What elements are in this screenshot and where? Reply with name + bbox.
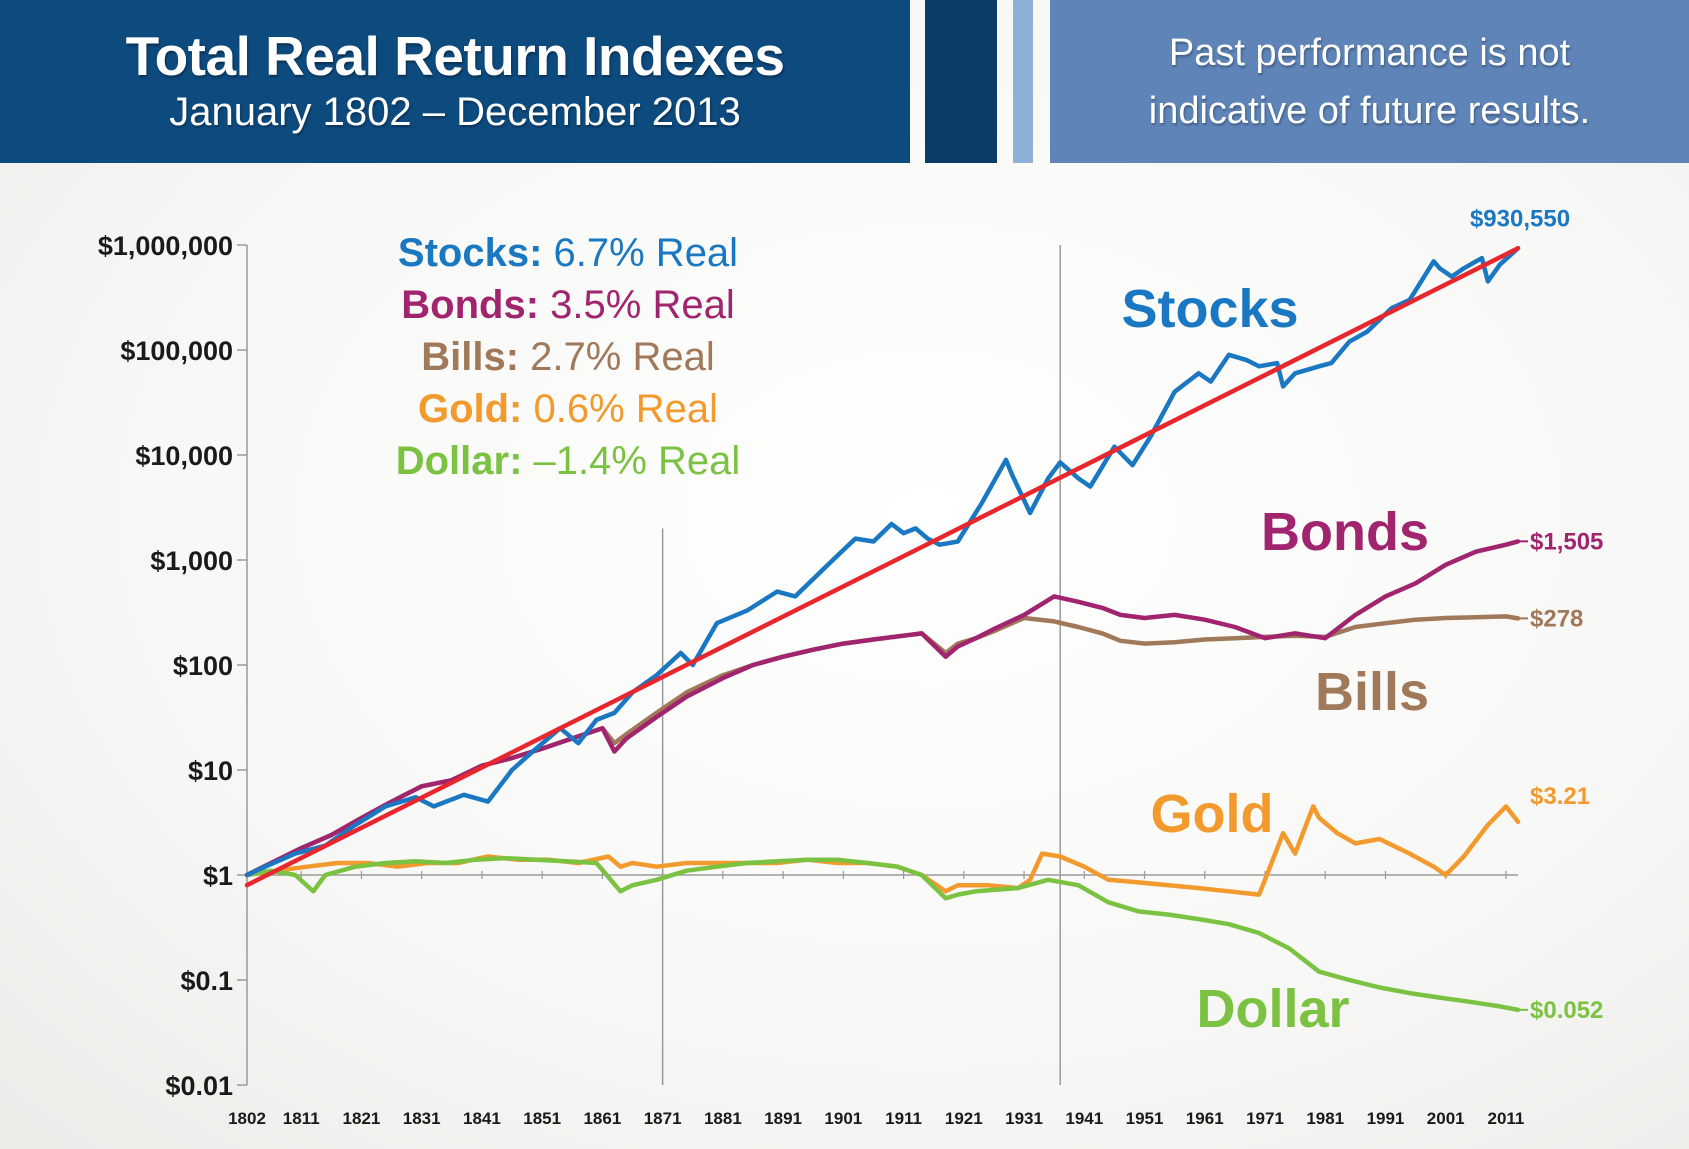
dollar-end-label: $0.052 <box>1530 997 1603 1024</box>
legend-item-bills: Bills: 2.7% Real <box>421 335 714 379</box>
vertical-markers <box>661 245 1061 1085</box>
x-tick-label: 1841 <box>463 1109 501 1128</box>
chart-subtitle: January 1802 – December 2013 <box>169 90 741 134</box>
legend-name: Stocks: <box>398 231 554 275</box>
x-tick-label: 1991 <box>1367 1109 1405 1128</box>
legend-name: Bills: <box>421 335 530 379</box>
gold-big-label: Gold <box>1151 784 1274 844</box>
legend-value: 6.7% Real <box>554 231 739 275</box>
chart-title: Total Real Return Indexes <box>125 25 785 87</box>
legend-value: 3.5% Real <box>550 283 735 327</box>
x-tick-label: 1971 <box>1246 1109 1284 1128</box>
x-tick-label: 1921 <box>945 1109 983 1128</box>
y-tick-label: $100,000 <box>120 336 233 366</box>
legend-name: Dollar: <box>396 439 534 483</box>
bills-end-label: $278 <box>1530 605 1583 632</box>
y-tick-label: $10,000 <box>135 441 233 471</box>
y-tick-label: $10 <box>188 756 233 786</box>
y-tick-label: $1 <box>203 861 233 891</box>
legend-name: Bonds: <box>401 283 550 327</box>
legend-name: Gold: <box>418 387 534 431</box>
legend-item-gold: Gold: 0.6% Real <box>418 387 718 431</box>
y-axis-ticks: $1,000,000 $100,000 $10,000 $1,000 $100 $10 $1… <box>98 231 247 1101</box>
trend-line-group <box>244 246 1521 888</box>
x-tick-label: 1861 <box>583 1109 621 1128</box>
x-tick-label: 1851 <box>523 1109 561 1128</box>
disclaimer-line-1: Past performance is not <box>1168 32 1571 74</box>
legend-item-stocks: Stocks: 6.7% Real <box>398 231 738 275</box>
x-tick-label: 1901 <box>824 1109 862 1128</box>
x-tick-label: 1951 <box>1126 1109 1164 1128</box>
gold-series-line <box>244 804 1521 897</box>
y-tick-label: $1,000 <box>150 546 233 576</box>
x-tick-label: 2011 <box>1488 1109 1525 1128</box>
series-big-labels: Stocks Bonds Bills Gold Dollar <box>1121 279 1429 1039</box>
y-tick-label: $0.01 <box>165 1071 233 1101</box>
legend-value: 0.6% Real <box>533 387 718 431</box>
y-tick-label: $0.1 <box>180 966 233 996</box>
x-tick-label: 1811 <box>283 1109 320 1128</box>
y-tick-label: $1,000,000 <box>98 231 233 261</box>
stocks-trend-line <box>244 246 1521 888</box>
bonds-big-label: Bonds <box>1261 502 1429 562</box>
gold-end-label: $3.21 <box>1530 783 1590 810</box>
legend-value: –1.4% Real <box>534 439 741 483</box>
x-tick-label: 1881 <box>704 1109 742 1128</box>
x-tick-label: 2001 <box>1427 1109 1465 1128</box>
dollar-big-label: Dollar <box>1196 979 1349 1039</box>
x-tick-label: 1961 <box>1186 1109 1224 1128</box>
dollar-series-line <box>244 855 1521 1013</box>
bonds-end-label: $1,505 <box>1530 528 1603 555</box>
banner-stripe-dark <box>925 0 997 163</box>
x-tick-label: 1931 <box>1005 1109 1043 1128</box>
x-tick-label: 1911 <box>885 1109 922 1128</box>
x-tick-label: 1831 <box>403 1109 441 1128</box>
disclaimer-banner <box>1050 0 1689 163</box>
bills-series-line <box>244 614 1521 878</box>
end-labels: $930,550 $1,505 $278 $3.21 $0.052 <box>1470 205 1603 1024</box>
disclaimer-line-2: indicative of future results. <box>1148 90 1591 132</box>
x-tick-label: 1871 <box>644 1109 682 1128</box>
legend-item-bonds: Bonds: 3.5% Real <box>401 283 734 327</box>
x-tick-label: 1802 <box>228 1109 266 1128</box>
stocks-big-label: Stocks <box>1121 279 1298 339</box>
banner-stripe-light <box>1013 0 1033 163</box>
x-tick-label: 1941 <box>1065 1109 1103 1128</box>
y-tick-label: $100 <box>173 651 233 681</box>
x-tick-label: 1981 <box>1306 1109 1344 1128</box>
title-banner <box>0 0 910 163</box>
stocks-end-label: $930,550 <box>1470 205 1570 232</box>
bills-big-label: Bills <box>1315 662 1429 722</box>
disclaimer: Past performance is not indicative of fu… <box>1050 24 1689 140</box>
legend-item-dollar: Dollar: –1.4% Real <box>396 439 741 483</box>
x-tick-label: 1891 <box>764 1109 802 1128</box>
x-tick-label: 1821 <box>343 1109 381 1128</box>
x-axis-ticks: 1802 1811 1821 1831 1841 1851 1861 1871 1881 1891… <box>228 871 1524 1128</box>
legend-value: 2.7% Real <box>530 335 715 379</box>
